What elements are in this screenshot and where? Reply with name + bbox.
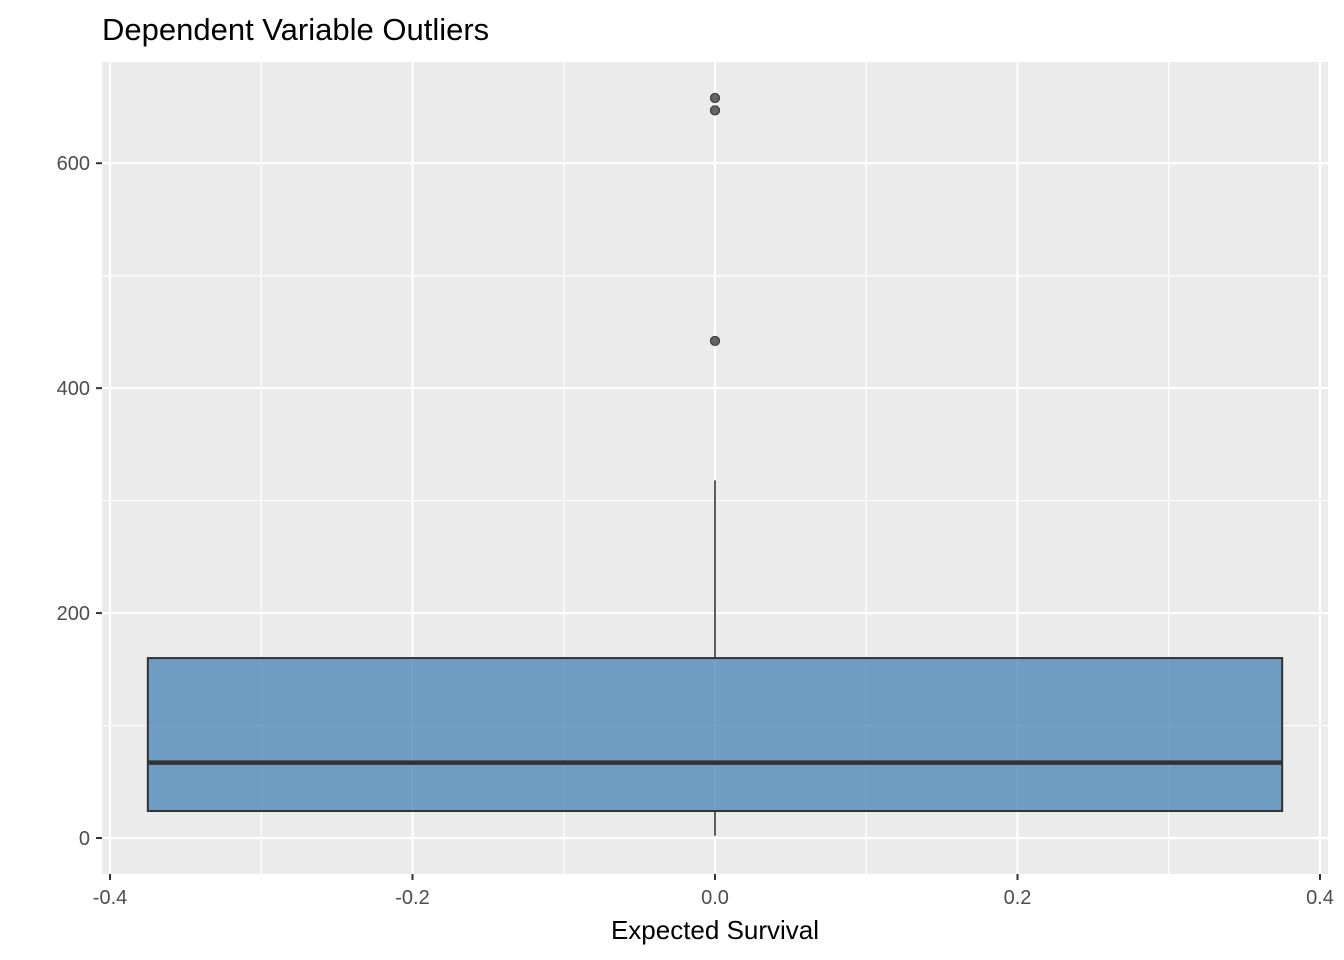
iqr-box xyxy=(146,657,1284,813)
y-tick-label: 200 xyxy=(57,603,90,625)
y-tick-label: 400 xyxy=(57,378,90,400)
data-layer xyxy=(146,92,1284,836)
axes: -0.4 -0.2 0.0 0.2 0.4 0 200 400 600 xyxy=(57,153,1334,909)
x-tick-label: -0.4 xyxy=(93,887,127,909)
x-tick-label: 0.0 xyxy=(701,887,729,909)
y-tick-label: 0 xyxy=(79,828,90,850)
outlier-point xyxy=(709,105,721,116)
chart-title: Dependent Variable Outliers xyxy=(102,12,489,47)
x-axis-title: Expected Survival xyxy=(611,915,819,945)
y-tick-label: 600 xyxy=(57,153,90,175)
outlier-point xyxy=(709,335,721,347)
x-tick-label: -0.2 xyxy=(395,887,429,909)
outlier-point xyxy=(709,92,721,104)
x-tick-label: 0.4 xyxy=(1306,887,1334,909)
x-tick-label: 0.2 xyxy=(1004,887,1032,909)
